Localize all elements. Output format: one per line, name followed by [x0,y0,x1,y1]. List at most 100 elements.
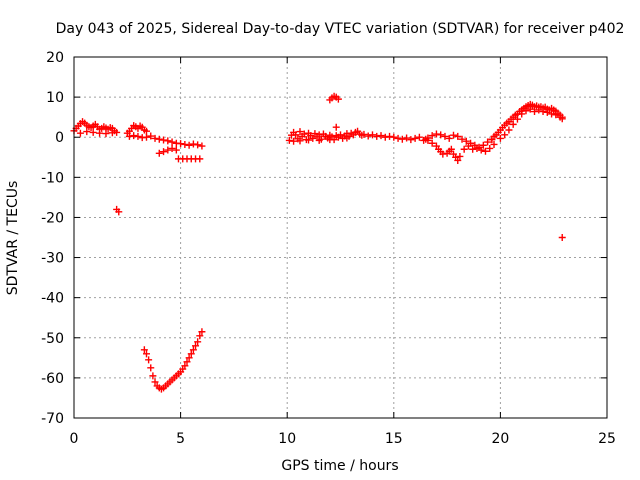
x-tick-label: 5 [176,431,185,447]
data-point [535,106,543,114]
data-point [168,138,176,146]
data-point [381,133,389,141]
data-point [518,110,526,118]
data-point [505,126,513,134]
data-point [115,208,123,216]
data-point [454,156,462,164]
data-point [160,148,168,156]
data-point [134,132,142,140]
data-point [441,132,449,140]
data-point [125,132,133,140]
data-point [326,136,334,144]
data-point [198,328,206,336]
data-point [102,130,110,138]
data-point [305,136,313,144]
data-point [108,129,116,137]
data-point [490,140,498,148]
data-point [403,134,411,142]
data-point [411,134,419,142]
data-point [424,136,432,144]
y-tick-label: 0 [55,130,64,146]
data-point [155,149,163,157]
data-point [460,145,468,153]
y-tick-label: 20 [46,50,64,66]
data-point [309,134,317,142]
data-point [160,136,168,144]
data-point [198,142,206,150]
data-point [456,152,464,160]
data-point [486,144,494,152]
plot-frame [73,56,608,419]
data-point [177,140,185,148]
data-point [185,141,193,149]
data-point [526,105,534,113]
data-point [484,138,492,146]
data-point [386,132,394,140]
data-point [454,132,462,140]
data-point [145,356,153,364]
x-axis-label: GPS time / hours [281,458,398,474]
data-point [300,130,308,138]
data-point [147,132,155,140]
y-tick-label: -10 [41,170,64,186]
data-point [130,132,138,140]
data-point [428,132,436,140]
data-point [447,145,455,153]
y-tick-label: -50 [41,331,64,347]
data-point [364,132,372,140]
data-point [183,358,191,366]
x-tick-label: 0 [70,431,79,447]
y-axis-label: SDTVAR / TECUs [5,181,21,296]
data-point [464,142,472,150]
data-point [196,332,204,340]
x-tick-label: 20 [491,431,509,447]
data-point [185,354,193,362]
data-point [473,144,481,152]
data-point [509,120,517,128]
data-point [377,132,385,140]
data-point [147,364,155,372]
data-point [548,110,556,118]
data-point [390,133,398,141]
data-point [394,134,402,142]
data-point [196,155,204,163]
data-point [501,131,509,139]
data-point [140,346,148,354]
y-tick-label: -30 [41,251,64,267]
data-point [469,145,477,153]
axis-ticks: 0 5 10 15 20 25 20 10 0 -10 -20 -30 -40 -50 -60 -70 [41,50,616,447]
data-point [332,123,340,131]
data-point [192,342,200,350]
data-point [315,136,323,144]
data-points [70,92,566,393]
y-tick-label: -40 [41,291,64,307]
y-tick-label: -60 [41,371,64,387]
data-point [462,137,470,145]
x-tick-label: 10 [278,431,296,447]
data-point [449,131,457,139]
x-tick-label: 25 [598,431,616,447]
data-point [432,130,440,138]
y-tick-label: 10 [46,90,64,106]
data-point [189,140,197,148]
data-point [407,136,415,144]
data-point [151,134,159,142]
data-point [398,135,406,143]
data-point [194,141,202,149]
data-point [543,108,551,116]
data-point [142,350,150,358]
data-point [181,140,189,148]
data-point [168,144,176,152]
data-point [373,132,381,140]
data-point [187,350,195,358]
data-point [194,338,202,346]
data-point [155,135,163,143]
data-point [368,131,376,139]
data-point [360,130,368,138]
data-point [89,128,97,136]
data-point [149,372,157,380]
data-point [496,134,504,142]
data-point [552,111,560,119]
data-point [531,108,539,116]
